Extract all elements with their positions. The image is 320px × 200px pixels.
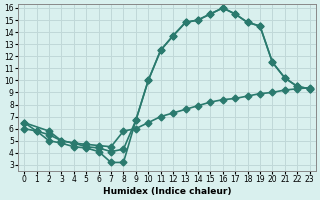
X-axis label: Humidex (Indice chaleur): Humidex (Indice chaleur) bbox=[103, 187, 231, 196]
